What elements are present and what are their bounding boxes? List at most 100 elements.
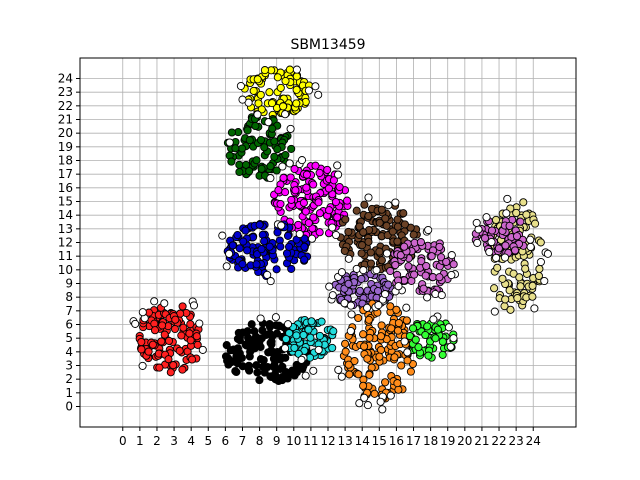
data-point bbox=[273, 145, 282, 154]
data-point bbox=[221, 352, 231, 361]
data-point bbox=[364, 237, 373, 246]
y-tick-label: 1 bbox=[65, 386, 73, 400]
data-point bbox=[501, 241, 510, 250]
data-point bbox=[505, 221, 514, 230]
data-point bbox=[137, 345, 146, 354]
data-point bbox=[377, 205, 386, 214]
data-point bbox=[354, 313, 363, 323]
data-point bbox=[357, 249, 366, 258]
data-point bbox=[314, 198, 323, 207]
data-point bbox=[384, 201, 393, 210]
data-point bbox=[309, 180, 318, 189]
data-point bbox=[253, 368, 262, 377]
data-point bbox=[399, 209, 408, 218]
y-tick-label: 20 bbox=[58, 126, 73, 140]
data-point bbox=[402, 316, 411, 325]
data-point bbox=[374, 301, 383, 310]
data-point bbox=[341, 347, 350, 356]
data-point bbox=[355, 222, 364, 231]
data-point bbox=[227, 128, 236, 137]
data-point bbox=[138, 308, 147, 317]
data-point bbox=[487, 237, 496, 247]
data-point bbox=[359, 381, 368, 390]
data-point bbox=[225, 249, 234, 258]
data-point bbox=[393, 222, 402, 231]
y-tick-label: 22 bbox=[58, 99, 73, 113]
data-point bbox=[411, 335, 420, 344]
data-point bbox=[511, 246, 520, 255]
data-point bbox=[394, 385, 403, 394]
data-point bbox=[265, 88, 274, 97]
data-point bbox=[164, 336, 174, 345]
data-point bbox=[281, 150, 290, 160]
data-point bbox=[311, 82, 320, 91]
data-point bbox=[281, 344, 290, 353]
data-point bbox=[444, 323, 453, 332]
data-point bbox=[306, 333, 315, 342]
x-tick-label: 14 bbox=[355, 434, 370, 448]
data-point bbox=[393, 379, 402, 388]
data-point bbox=[373, 286, 383, 296]
data-point bbox=[274, 186, 283, 195]
data-point bbox=[302, 170, 311, 179]
data-point bbox=[231, 144, 240, 153]
data-point bbox=[229, 345, 238, 354]
data-point bbox=[272, 265, 281, 274]
data-point bbox=[435, 242, 444, 251]
data-point bbox=[232, 367, 241, 377]
data-point bbox=[235, 336, 244, 345]
data-point bbox=[309, 366, 318, 375]
data-point bbox=[343, 196, 352, 205]
y-tick-label: 9 bbox=[65, 277, 73, 291]
data-point bbox=[390, 353, 399, 362]
data-point bbox=[258, 362, 267, 371]
data-point bbox=[285, 65, 294, 74]
data-point bbox=[437, 291, 446, 300]
data-point bbox=[290, 164, 299, 174]
data-point bbox=[375, 218, 384, 227]
data-point bbox=[473, 238, 482, 247]
chart-title: SBM13459 bbox=[290, 37, 365, 53]
data-point bbox=[536, 257, 545, 267]
data-point bbox=[292, 85, 301, 94]
data-point bbox=[337, 268, 346, 277]
data-point bbox=[442, 257, 451, 266]
data-point bbox=[328, 343, 337, 352]
data-point bbox=[299, 198, 308, 207]
data-point bbox=[490, 307, 499, 316]
data-point bbox=[417, 257, 426, 266]
data-point bbox=[250, 327, 259, 336]
data-point bbox=[263, 270, 272, 279]
data-point bbox=[292, 99, 301, 108]
data-point bbox=[506, 305, 515, 314]
data-point bbox=[323, 165, 332, 174]
data-point bbox=[283, 320, 293, 329]
data-point bbox=[480, 234, 490, 243]
data-point bbox=[357, 274, 366, 283]
data-point bbox=[535, 264, 544, 273]
data-point bbox=[255, 338, 264, 347]
data-point bbox=[256, 90, 265, 99]
data-point bbox=[251, 121, 260, 131]
data-point bbox=[138, 361, 147, 370]
data-point bbox=[245, 136, 254, 145]
data-point bbox=[315, 331, 324, 340]
data-point bbox=[279, 102, 288, 111]
data-point bbox=[396, 251, 405, 260]
data-point bbox=[360, 200, 369, 209]
data-point bbox=[516, 217, 525, 226]
data-point bbox=[331, 197, 340, 207]
data-point bbox=[297, 355, 306, 364]
data-point bbox=[309, 213, 318, 222]
data-point bbox=[185, 329, 194, 338]
data-point bbox=[238, 95, 247, 104]
data-point bbox=[287, 264, 296, 273]
data-point bbox=[265, 322, 275, 331]
x-tick-label: 5 bbox=[204, 434, 212, 448]
data-point bbox=[228, 241, 237, 250]
y-tick-label: 16 bbox=[58, 181, 73, 195]
data-point bbox=[281, 76, 290, 86]
data-point bbox=[416, 238, 425, 247]
data-point bbox=[543, 249, 552, 258]
